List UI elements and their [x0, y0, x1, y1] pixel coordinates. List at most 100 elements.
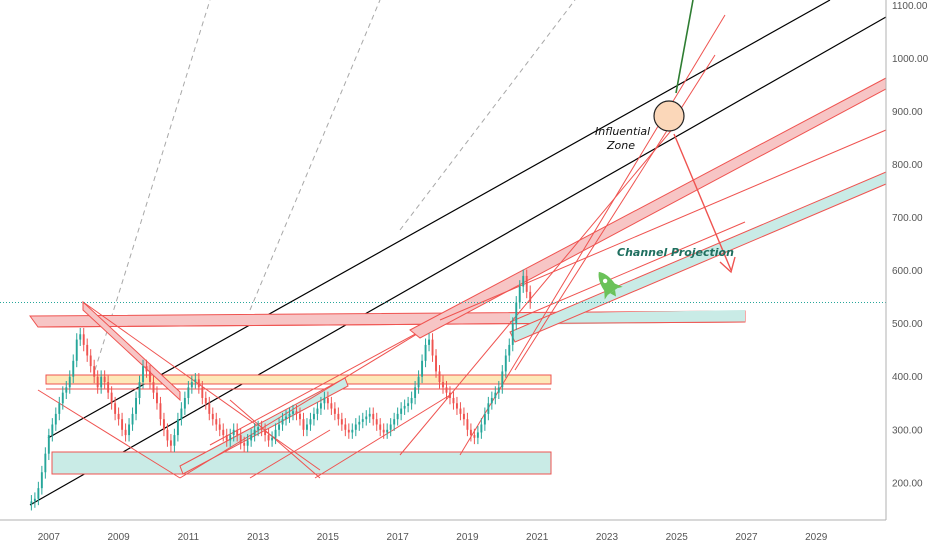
candle-body-36	[156, 392, 158, 404]
x-tick-label-4: 2015	[317, 532, 340, 543]
candle-body-103	[389, 424, 392, 430]
y-tick-label-6: 800.00	[892, 160, 923, 171]
candle-body-126	[469, 429, 472, 436]
drawing-layer	[0, 0, 887, 506]
candle-body-91	[347, 429, 350, 433]
ascending-line-3	[249, 429, 331, 479]
candle-body-97	[368, 413, 371, 417]
candle-body-104	[393, 419, 396, 425]
candle-body-112	[421, 360, 424, 377]
y-tick-label-3: 500.00	[892, 319, 923, 330]
candle-body-141	[522, 275, 525, 287]
candle-body-23	[110, 392, 113, 404]
candle-body-76	[295, 411, 298, 414]
candle-body-16	[86, 344, 89, 356]
x-tick-label-0: 2007	[38, 532, 61, 543]
candle-body-62	[246, 440, 249, 446]
candle-body-93	[354, 424, 357, 430]
candle-body-51	[208, 403, 211, 414]
candle-body-78	[302, 419, 305, 430]
candle-body-109	[410, 397, 413, 404]
candle-body-5	[47, 435, 50, 454]
candle-body-133	[494, 392, 497, 398]
candle-body-21	[103, 376, 106, 383]
projection-arrow-line	[673, 133, 732, 271]
candle-body-67	[264, 429, 267, 436]
candle-body-139	[515, 302, 518, 324]
candle-body-63	[250, 435, 253, 441]
candle-body-82	[316, 408, 319, 414]
candle-body-95	[361, 419, 364, 422]
support-band-250	[51, 451, 552, 475]
candle-body-32	[142, 366, 144, 383]
candle-body-44	[183, 397, 186, 409]
candle-body-87	[333, 408, 336, 414]
candle-body-12	[72, 360, 75, 377]
notes-layer: Influential Zone Channel Projection	[595, 125, 734, 300]
candle-body-48	[197, 379, 200, 388]
candle-body-3	[40, 472, 43, 489]
candle-body-15	[82, 334, 85, 345]
candle-body-45	[187, 387, 190, 398]
channel-upper-line	[47, 0, 831, 439]
candle-body-59	[236, 429, 239, 436]
candle-body-7	[54, 413, 57, 425]
candle-body-39	[166, 429, 169, 441]
candle-body-107	[403, 405, 406, 409]
candle-body-43	[180, 408, 183, 420]
candle-body-52	[211, 413, 214, 420]
candle-body-33	[145, 366, 148, 372]
candle-body-84	[323, 397, 326, 404]
candle-body-136	[504, 355, 507, 372]
candle-body-113	[424, 344, 427, 361]
y-tick-label-9: 1100.00	[892, 1, 928, 12]
y-tick-label-0: 200.00	[892, 478, 923, 489]
candle-body-132	[490, 397, 493, 404]
candle-body-96	[365, 416, 368, 420]
candle-body-83	[319, 403, 322, 409]
x-tick-label-9: 2025	[666, 532, 689, 543]
candle-body-25	[117, 413, 120, 420]
candle-body-70	[274, 429, 277, 438]
y-tick-label-7: 900.00	[892, 107, 923, 118]
candle-body-49	[201, 387, 204, 398]
candle-body-56	[225, 435, 228, 441]
projection-label: Channel Projection	[617, 246, 734, 259]
candle-body-66	[260, 427, 263, 430]
candle-body-34	[149, 371, 151, 383]
candle-body-53	[215, 419, 218, 425]
x-tick-label-6: 2019	[456, 532, 479, 543]
candle-body-127	[473, 435, 476, 438]
y-tick-label-2: 400.00	[892, 372, 923, 383]
influential-zone-circle	[653, 100, 685, 132]
x-tick-label-8: 2023	[596, 532, 619, 543]
descending-line-2	[37, 389, 181, 479]
candle-body-120	[449, 392, 451, 398]
candle-body-88	[337, 413, 340, 420]
candle-body-137	[508, 344, 511, 356]
candle-body-125	[466, 419, 469, 430]
candle-body-98	[372, 413, 375, 420]
candle-body-106	[400, 408, 403, 414]
rising-red-line-2	[509, 221, 746, 323]
candle-body-142	[525, 275, 528, 292]
candle-body-54	[218, 424, 221, 430]
x-tick-label-11: 2029	[805, 532, 828, 543]
y-tick-label-4: 600.00	[892, 266, 923, 277]
y-tick-labels: 200.00 300.00 400.00 500.00 600.00 700.00 800.…	[892, 1, 929, 490]
candle-body-46	[190, 382, 193, 388]
candle-body-81	[312, 413, 315, 420]
x-tick-label-2: 2011	[178, 532, 200, 543]
ascending-line-1	[179, 319, 441, 479]
steep-line-3	[399, 119, 681, 456]
candle-body-55	[222, 429, 225, 436]
candle-body-69	[271, 437, 274, 441]
candle-body-102	[386, 429, 389, 433]
candle-body-99	[375, 419, 378, 425]
candle-body-31	[138, 382, 141, 398]
candle-body-11	[68, 376, 71, 388]
descending-band-1	[82, 300, 181, 402]
